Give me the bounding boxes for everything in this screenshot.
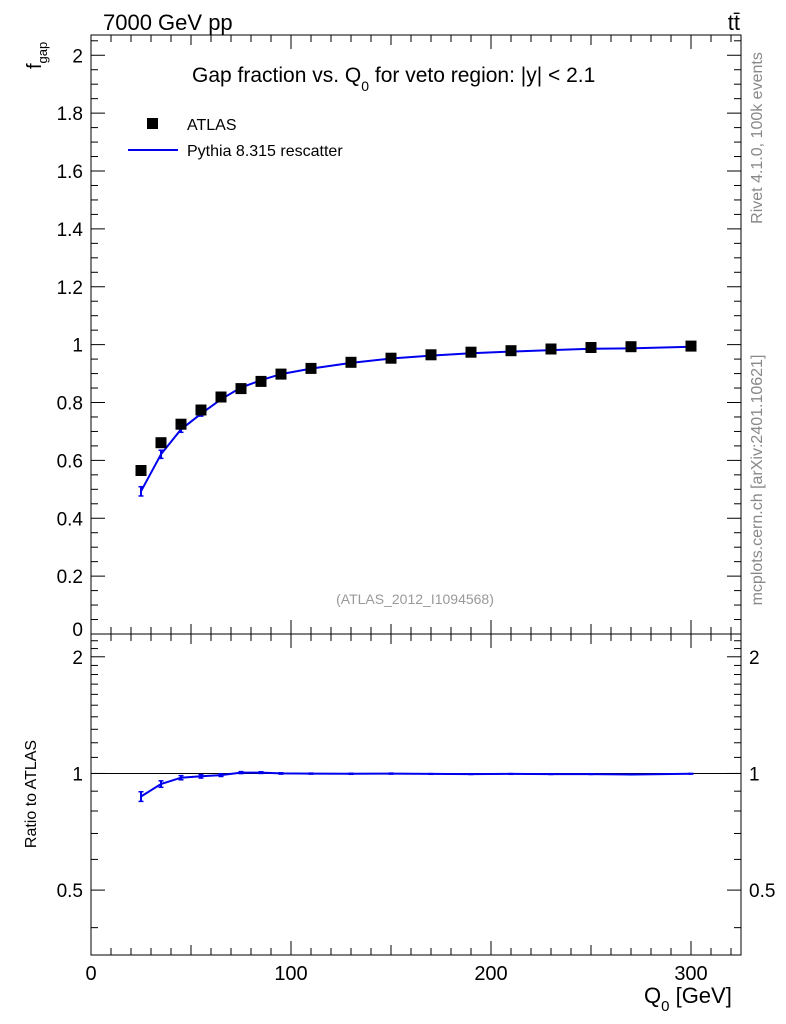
x-axis-label: Q0 [GeV] [644, 983, 732, 1015]
y-tick-label: 0 [72, 620, 83, 641]
ratio-tick-label: 2 [72, 648, 83, 669]
atlas-data-point [305, 362, 317, 374]
analysis-tag: (ATLAS_2012_I1094568) [336, 591, 494, 607]
process-label: tt̄ [728, 10, 740, 35]
atlas-data-point [175, 418, 187, 430]
y-axis-label: fgap [24, 42, 50, 69]
ratio-tick-label-right: 1 [749, 764, 760, 785]
ratio-y-axis-label: Ratio to ATLAS [23, 740, 40, 848]
atlas-data-point [345, 356, 357, 368]
y-tick-label: 0.8 [57, 394, 83, 415]
x-tick-label: 200 [474, 963, 507, 985]
y-tick-label: 1.2 [57, 278, 83, 299]
atlas-series [135, 340, 697, 476]
ratio-y-axis: 0.5 0.5 1 1 2 2 [57, 640, 775, 929]
legend-pythia-label: Pythia 8.315 rescatter [187, 143, 343, 160]
atlas-data-point [155, 437, 167, 449]
atlas-data-point [235, 383, 247, 395]
atlas-data-point [505, 345, 517, 357]
y-tick-label: 1 [72, 336, 83, 357]
y-tick-label: 0.2 [57, 567, 83, 588]
x-tick-label: 300 [674, 963, 707, 985]
x-axis: 0 100 200 300 [85, 35, 732, 985]
atlas-data-point [625, 341, 637, 353]
y-tick-label: 1.6 [57, 162, 83, 183]
atlas-data-point [585, 342, 597, 353]
atlas-data-point [465, 346, 477, 358]
y-tick-label: 1.4 [57, 220, 84, 241]
atlas-data-point [195, 404, 207, 416]
atlas-data-point [425, 349, 437, 361]
y-tick-label: 0.4 [57, 509, 84, 530]
x-axis-label-main: Q [644, 983, 661, 1008]
main-y-axis: 0 0.2 0.4 0.6 0.8 1 1.2 1.4 1.6 1.8 2 [57, 40, 741, 641]
atlas-data-point [545, 343, 557, 355]
x-axis-label-sub: 0 [661, 998, 669, 1015]
y-tick-label: 1.8 [57, 104, 83, 125]
pythia-series [138, 345, 694, 497]
atlas-data-point [275, 368, 287, 380]
y-tick-label: 2 [72, 46, 83, 67]
chart-title: Gap fraction vs. Q0 for veto region: |y|… [192, 64, 595, 94]
y-axis-label-main: f [24, 63, 46, 69]
pythia-line [140, 345, 692, 492]
atlas-data-point [385, 352, 397, 364]
x-tick-label: 0 [85, 963, 96, 985]
ratio-series [138, 770, 694, 803]
atlas-data-point [685, 340, 697, 352]
title-suffix: for veto region: |y| < 2.1 [369, 64, 595, 87]
rivet-version-label: Rivet 4.1.0, 100k events [749, 52, 766, 224]
atlas-data-point [215, 391, 227, 403]
atlas-data-point [255, 375, 267, 387]
ratio-panel-frame [90, 633, 742, 956]
x-tick-label: 100 [274, 963, 307, 985]
title-subscript: 0 [361, 78, 369, 94]
energy-label: 7000 GeV pp [103, 10, 233, 35]
ratio-tick-label-right: 2 [749, 648, 760, 669]
y-axis-label-sub: gap [35, 42, 50, 64]
ratio-line [140, 771, 692, 798]
ratio-tick-label: 0.5 [57, 881, 83, 902]
atlas-data-point [135, 465, 147, 476]
legend-atlas-marker [147, 118, 158, 129]
y-tick-label: 0.6 [57, 451, 83, 472]
legend: ATLAS Pythia 8.315 rescatter [128, 117, 343, 160]
x-axis-label-unit: [GeV] [669, 983, 731, 1008]
ratio-tick-label: 1 [72, 764, 83, 785]
ratio-tick-label-right: 0.5 [749, 881, 775, 902]
title-prefix: Gap fraction vs. Q [192, 64, 361, 87]
legend-atlas-label: ATLAS [187, 117, 237, 134]
mcplots-label: mcplots.cern.ch [arXiv:2401.10621] [749, 355, 766, 606]
